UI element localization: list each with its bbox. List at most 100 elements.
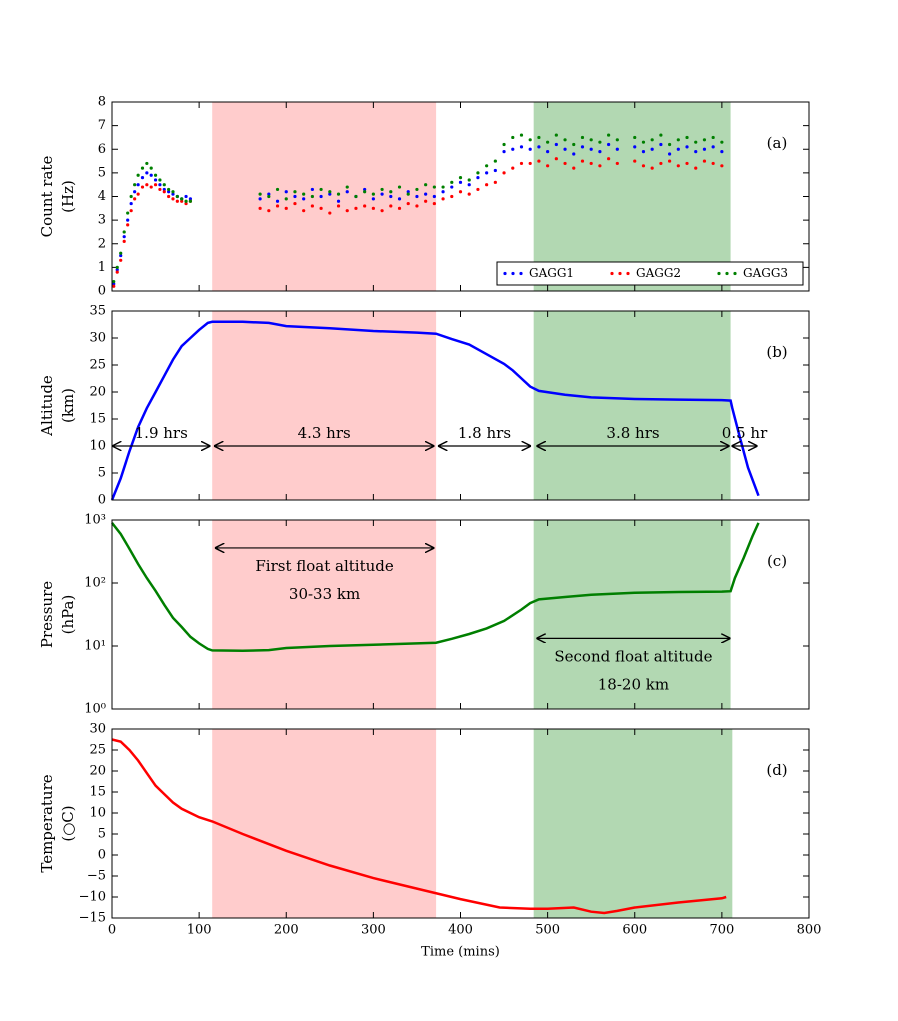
data-point	[136, 183, 140, 187]
data-point	[467, 178, 471, 182]
data-point	[528, 161, 532, 166]
data-point	[450, 185, 454, 189]
data-point	[293, 190, 297, 194]
data-point	[380, 209, 384, 213]
legend-label: GAGG1	[529, 266, 574, 280]
data-point	[572, 152, 576, 156]
data-point	[258, 192, 262, 196]
data-point	[415, 204, 419, 208]
data-point	[153, 183, 158, 187]
y-tick-label: 15	[89, 785, 106, 800]
data-point	[659, 161, 663, 166]
data-point	[633, 145, 637, 149]
data-point	[293, 194, 297, 199]
data-point	[702, 138, 707, 142]
data-line	[110, 320, 760, 501]
data-point	[607, 133, 611, 137]
legend-marker	[725, 271, 729, 276]
data-point	[275, 187, 280, 192]
y-tick-label: 20	[89, 764, 106, 779]
y-axis-label: (hPa)	[59, 595, 77, 635]
data-point	[115, 265, 119, 269]
y-axis-label: Altitude	[38, 375, 56, 437]
data-point	[133, 197, 137, 201]
data-point	[145, 171, 149, 175]
data-point	[633, 135, 637, 140]
data-point	[158, 183, 162, 187]
y-tick-label: 10¹	[84, 639, 106, 654]
data-point	[310, 187, 314, 192]
data-point	[380, 192, 384, 196]
data-point	[572, 166, 576, 170]
data-point	[171, 197, 175, 201]
y-tick-label: 10⁰	[84, 702, 106, 717]
y-tick-label: 2	[98, 236, 106, 251]
data-point	[694, 140, 698, 144]
data-point	[519, 161, 524, 166]
legend-marker	[511, 271, 515, 276]
y-axis-label: (○C)	[59, 805, 77, 841]
data-point	[310, 194, 314, 199]
data-point	[720, 164, 724, 168]
data-point	[122, 239, 126, 243]
data-point	[371, 206, 375, 210]
data-point	[694, 150, 698, 154]
y-tick-label: −15	[79, 911, 106, 926]
data-point	[345, 209, 349, 213]
data-point	[406, 201, 410, 206]
data-point	[126, 211, 130, 215]
data-point	[537, 145, 541, 149]
data-point	[607, 157, 611, 161]
data-point	[598, 140, 602, 144]
axes-frame	[111, 101, 810, 292]
data-point	[589, 147, 593, 151]
data-point	[129, 201, 133, 206]
data-point	[702, 147, 707, 151]
data-point	[122, 235, 126, 239]
data-point	[275, 204, 280, 208]
legend-marker	[503, 271, 507, 276]
data-point	[119, 251, 123, 255]
data-point	[641, 164, 646, 168]
data-point	[319, 194, 323, 199]
data-point	[668, 152, 672, 156]
data-point	[140, 185, 145, 189]
legend-marker	[610, 271, 614, 276]
data-point	[563, 138, 567, 142]
y-axis-label: Count rate	[38, 156, 56, 238]
data-point	[158, 187, 162, 192]
y-tick-label: 30	[89, 331, 106, 346]
data-point	[511, 166, 515, 170]
data-point	[167, 194, 171, 199]
data-point	[293, 201, 297, 206]
data-point	[180, 199, 184, 203]
data-point	[171, 190, 175, 194]
data-point	[310, 204, 314, 208]
data-point	[302, 197, 306, 201]
data-point	[711, 161, 715, 166]
data-point	[476, 187, 480, 192]
data-point	[554, 133, 558, 137]
data-point	[336, 204, 341, 208]
data-point	[467, 183, 471, 187]
x-tick-label: 0	[108, 923, 116, 938]
data-point	[598, 150, 602, 154]
data-point	[511, 147, 515, 151]
data-point	[284, 197, 288, 201]
data-point	[676, 164, 680, 168]
data-line	[111, 738, 727, 915]
data-point	[554, 142, 558, 147]
float-span	[533, 520, 731, 709]
data-point	[175, 194, 179, 199]
data-point	[336, 199, 341, 203]
data-point	[441, 190, 445, 194]
data-point	[546, 164, 550, 168]
data-point	[188, 199, 193, 203]
data-point	[458, 180, 463, 184]
data-point	[319, 187, 323, 192]
data-point	[129, 209, 133, 213]
data-point	[275, 199, 280, 203]
arrow-label: 30-33 km	[289, 585, 360, 603]
data-line	[111, 522, 760, 653]
data-point	[336, 192, 341, 196]
